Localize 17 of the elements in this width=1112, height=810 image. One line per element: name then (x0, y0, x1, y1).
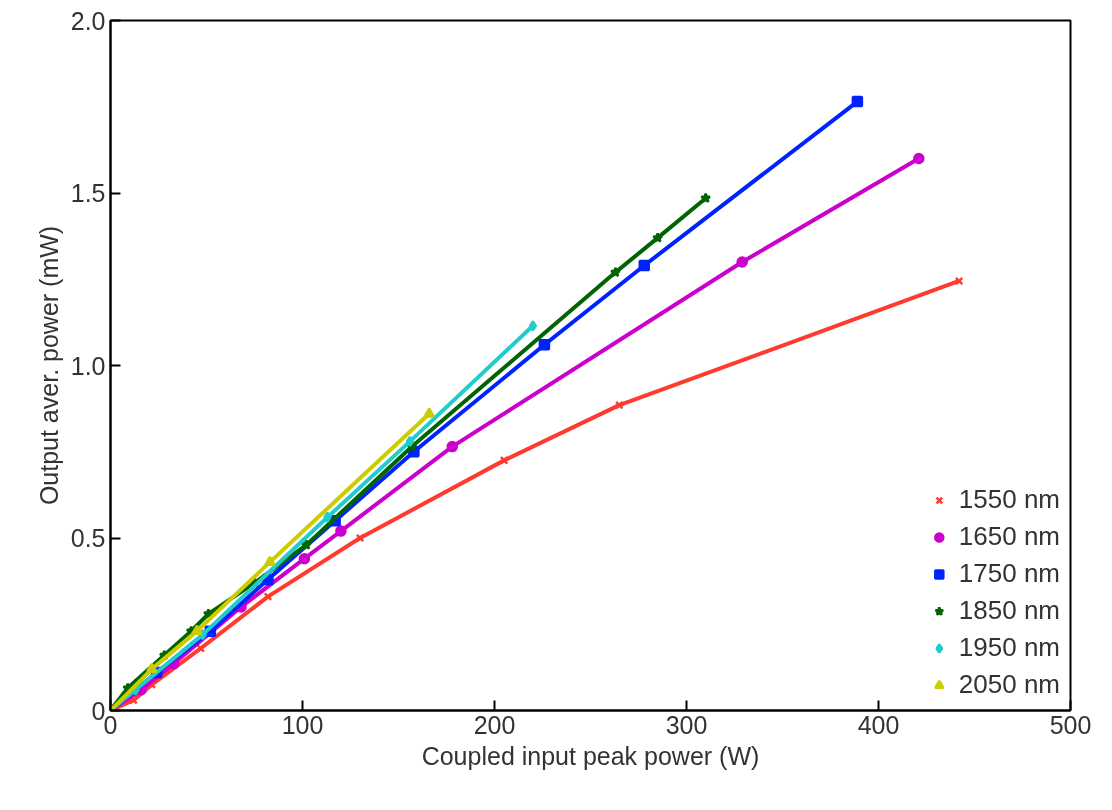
x-tick-label: 100 (281, 710, 324, 739)
x-axis-title: Coupled input peak power (W) (421, 741, 760, 770)
legend-label: 1950 nm (958, 632, 1060, 663)
x-tick-label: 500 (1049, 710, 1092, 739)
legend-label: 1850 nm (958, 595, 1060, 626)
y-tick-label: 2.0 (70, 6, 106, 35)
y-tick-label: 0.5 (70, 524, 106, 552)
y-axis-title: Output aver. power (mW) (34, 225, 63, 506)
y-tick-label: 1.5 (70, 179, 106, 207)
legend-label: 1750 nm (958, 558, 1060, 589)
legend-label: 1550 nm (958, 484, 1060, 515)
legend-label: 1650 nm (958, 521, 1060, 552)
x-tick-label: 400 (857, 710, 900, 739)
legend-label: 2050 nm (958, 669, 1060, 700)
y-tick-label: 1.0 (70, 351, 106, 380)
x-tick-label: 200 (473, 710, 516, 739)
x-tick-label: 300 (665, 710, 708, 739)
